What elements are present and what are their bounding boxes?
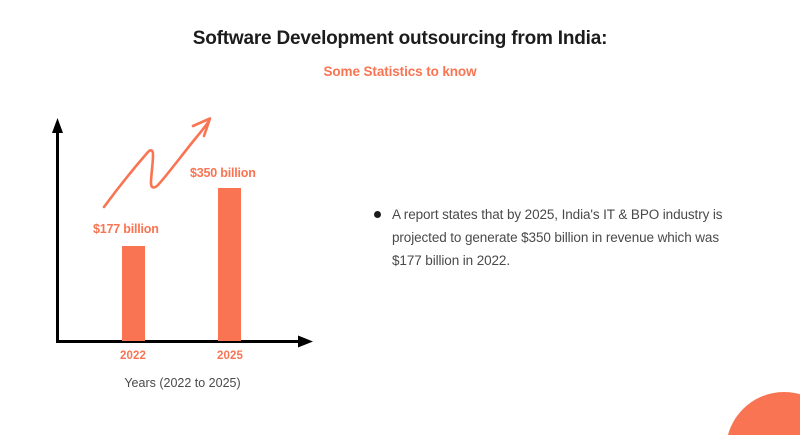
orange-semicircle-decoration — [726, 392, 800, 435]
bar-2025 — [218, 188, 241, 341]
bullet-dot-icon — [374, 211, 381, 218]
y-axis — [52, 118, 63, 343]
x-tick-label-2025: 2025 — [217, 350, 243, 362]
bar-chart: $177 billion $350 billion 2022 2025 Year… — [0, 0, 360, 435]
statistics-bullet-list: A report states that by 2025, India's IT… — [374, 203, 734, 273]
growth-arrow-icon — [102, 117, 212, 209]
x-axis — [56, 335, 313, 348]
bar-value-label-2022: $177 billion — [93, 222, 159, 236]
x-axis-caption: Years (2022 to 2025) — [124, 376, 241, 390]
bar-value-label-2025: $350 billion — [190, 166, 256, 180]
page-title: Software Development outsourcing from In… — [192, 28, 608, 49]
chart-graphics — [52, 117, 313, 348]
bar-2022 — [122, 246, 145, 341]
list-item: A report states that by 2025, India's IT… — [374, 203, 734, 273]
list-item-text: A report states that by 2025, India's IT… — [392, 207, 723, 269]
page-subtitle: Some Statistics to know — [323, 63, 477, 79]
heading-block: Software Development outsourcing from In… — [0, 28, 800, 80]
x-tick-label-2022: 2022 — [120, 350, 146, 362]
